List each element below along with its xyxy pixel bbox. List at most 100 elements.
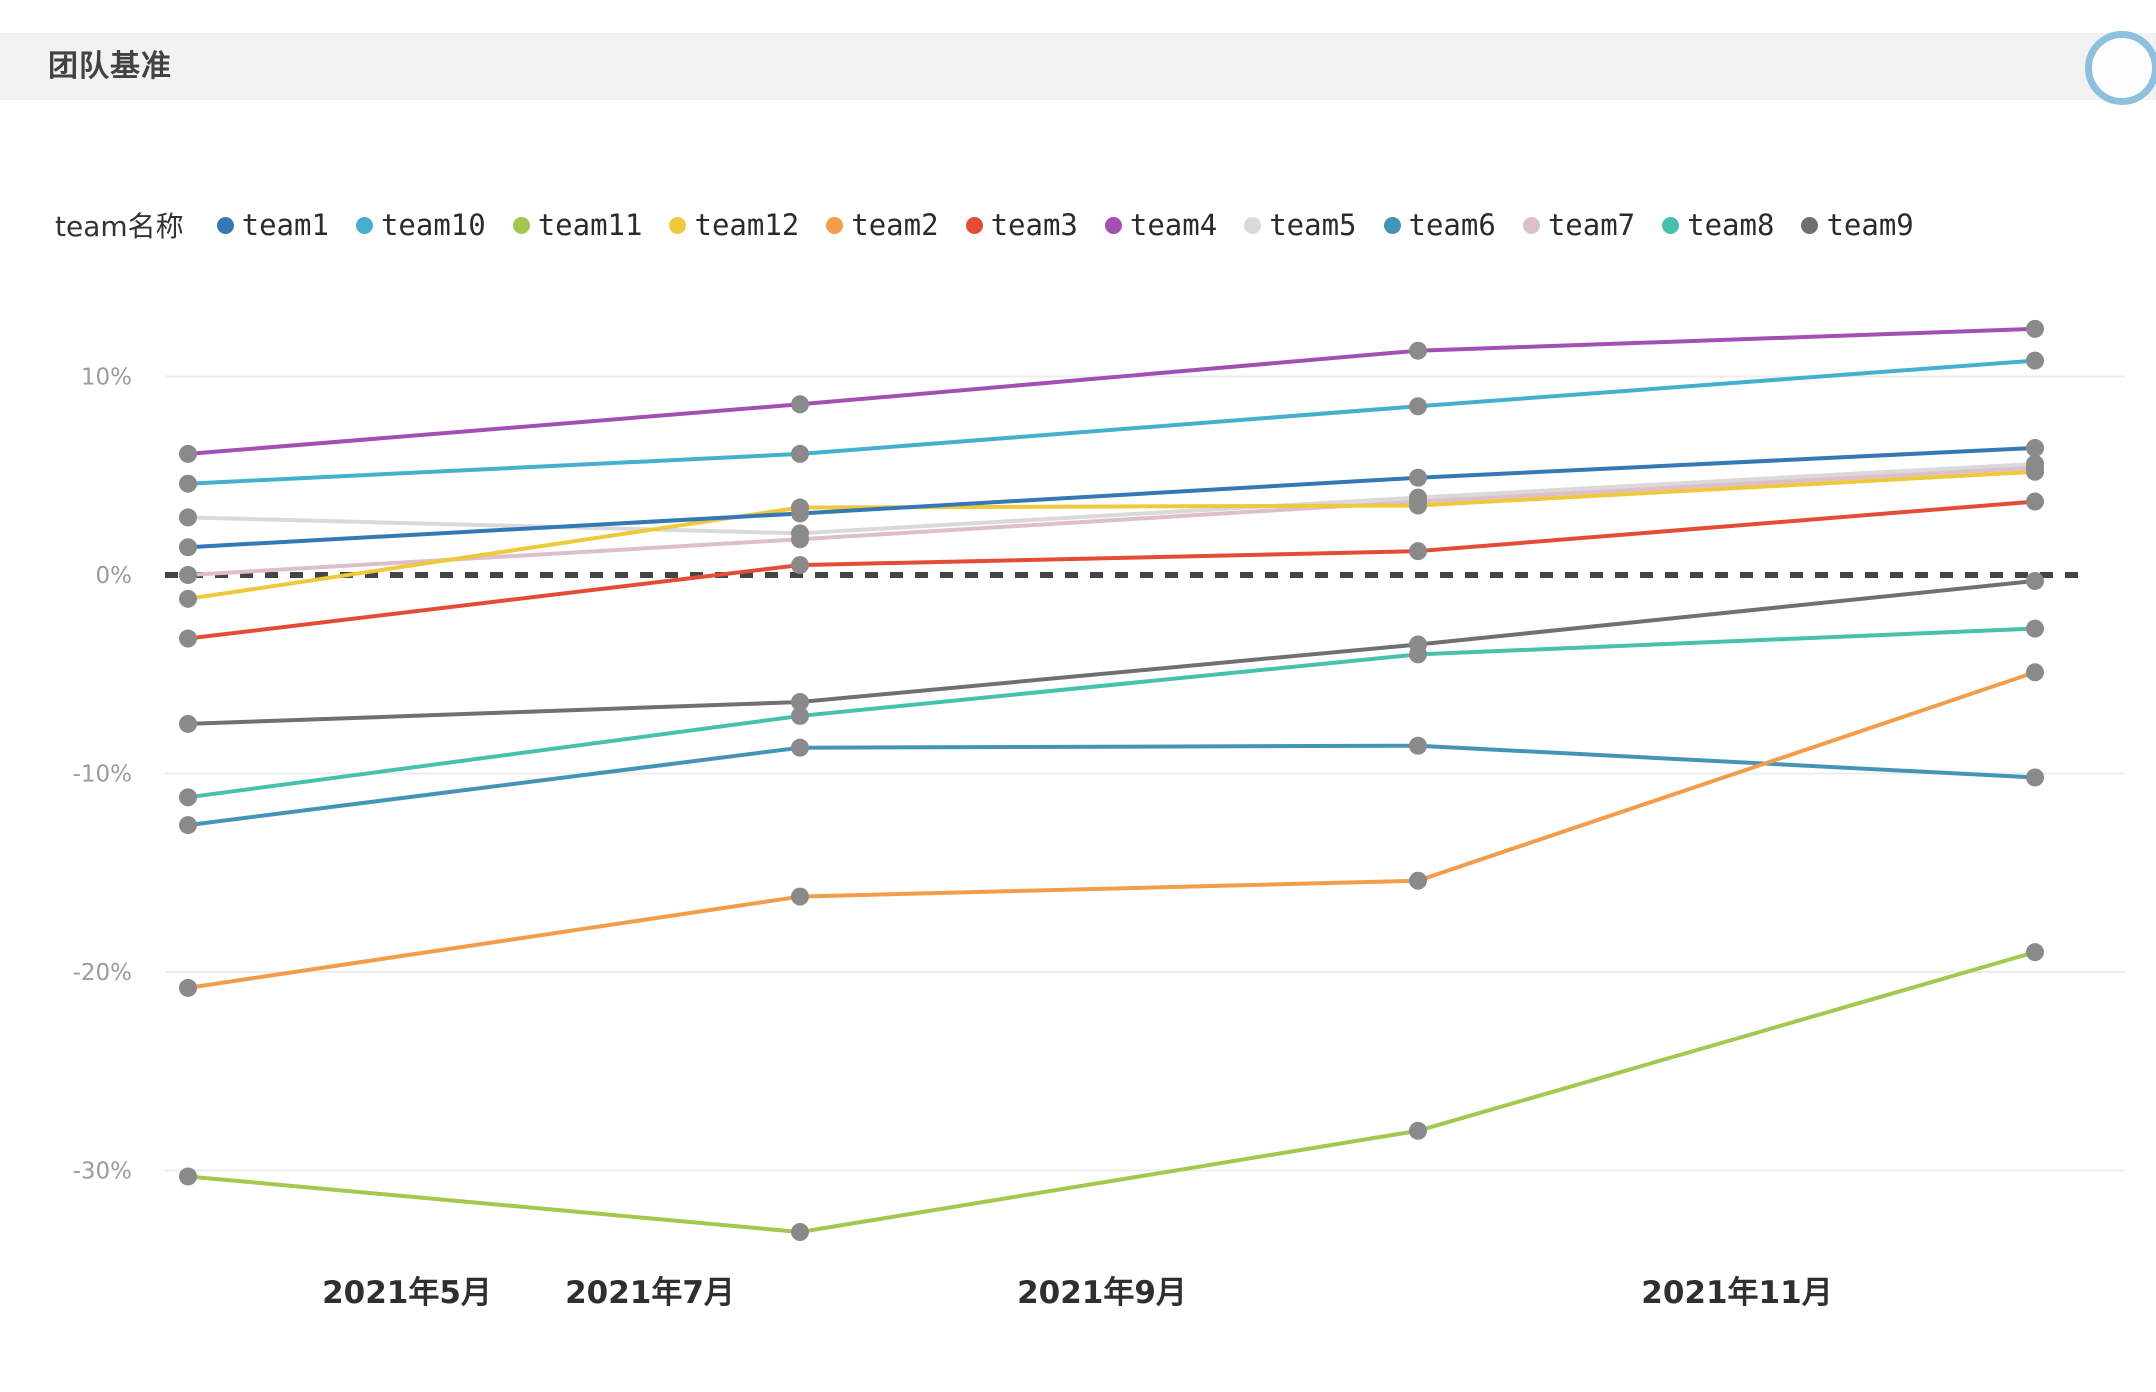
legend-title: team名称 xyxy=(55,210,184,243)
y-axis-tick-label: 10% xyxy=(81,365,132,391)
data-point-team6 xyxy=(2026,768,2044,787)
data-point-team12 xyxy=(1409,496,1427,515)
legend-dot-icon xyxy=(355,216,373,234)
legend-item-team1[interactable]: team1 xyxy=(216,208,329,242)
legend-item-team5[interactable]: team5 xyxy=(1244,208,1357,242)
data-point-team4 xyxy=(2026,319,2044,338)
data-point-team10 xyxy=(2026,351,2044,370)
data-point-team3 xyxy=(1409,542,1427,561)
x-axis-tick-label: 2021年5月 xyxy=(322,1275,492,1311)
legend-item-team9[interactable]: team9 xyxy=(1801,208,1914,242)
data-point-team11 xyxy=(179,1167,197,1186)
legend-item-label: team4 xyxy=(1129,208,1218,242)
series-line-team10 xyxy=(186,358,2037,486)
series-line-team6 xyxy=(186,743,2037,828)
data-point-team6 xyxy=(791,738,809,757)
legend-item-team3[interactable]: team3 xyxy=(965,208,1078,242)
data-point-team5 xyxy=(179,508,197,527)
data-point-team6 xyxy=(1409,736,1427,755)
data-point-team8 xyxy=(179,788,197,807)
legend-item-team6[interactable]: team6 xyxy=(1383,208,1496,242)
legend-item-label: team6 xyxy=(1408,208,1496,242)
data-point-team9 xyxy=(179,714,197,733)
data-point-team4 xyxy=(1409,341,1427,360)
data-point-team1 xyxy=(1409,468,1427,487)
series-line-team4 xyxy=(186,326,2037,456)
data-point-team8 xyxy=(2026,619,2044,638)
legend-item-label: team7 xyxy=(1547,208,1636,242)
data-point-team2 xyxy=(791,887,809,906)
chart-legend: team名称 team1 team10 team11 team12 team2 team3… xyxy=(55,205,2115,245)
data-point-team11 xyxy=(2026,943,2044,962)
legend-item-label: team2 xyxy=(851,208,939,242)
legend-dot-icon xyxy=(1244,216,1262,234)
legend-item-label: team9 xyxy=(1826,208,1914,242)
legend-item-team8[interactable]: team8 xyxy=(1662,208,1774,242)
legend-item-team12[interactable]: team12 xyxy=(669,208,799,242)
data-point-team8 xyxy=(791,706,809,725)
legend-dot-icon xyxy=(1104,216,1122,234)
x-axis-tick-label: 2021年7月 xyxy=(565,1275,735,1311)
legend-item-label: team11 xyxy=(537,208,643,242)
data-point-team7 xyxy=(179,566,197,584)
legend-dot-icon xyxy=(1522,216,1540,234)
y-axis-tick-label: -30% xyxy=(73,1159,132,1185)
legend-dot-icon xyxy=(216,216,234,234)
data-point-team6 xyxy=(179,816,197,835)
legend-dot-icon xyxy=(826,216,844,234)
data-point-team9 xyxy=(791,693,809,712)
data-point-team10 xyxy=(1409,397,1427,416)
data-point-team11 xyxy=(1409,1121,1427,1140)
legend-item-label: team5 xyxy=(1269,208,1357,242)
header-bar: 团队基准 xyxy=(0,31,2156,105)
data-point-team2 xyxy=(1409,871,1427,890)
data-point-team1 xyxy=(179,538,197,557)
legend-dot-icon xyxy=(1383,216,1401,234)
legend-item-team10[interactable]: team10 xyxy=(355,208,486,242)
data-point-team12 xyxy=(2026,462,2044,481)
legend-item-team4[interactable]: team4 xyxy=(1104,208,1218,242)
legend-item-team2[interactable]: team2 xyxy=(826,208,939,242)
legend-item-label: team10 xyxy=(380,208,486,242)
series-line-team12 xyxy=(186,469,2037,601)
data-point-team1 xyxy=(791,504,809,523)
legend-dot-icon xyxy=(512,216,530,234)
legend-dot-icon xyxy=(965,216,983,234)
data-point-team2 xyxy=(2026,663,2044,682)
legend-item-label: team12 xyxy=(694,208,800,242)
series-line-team5 xyxy=(186,461,2037,536)
y-axis-tick-label: 0% xyxy=(96,563,133,589)
data-point-team3 xyxy=(2026,492,2044,511)
legend-dot-icon xyxy=(1801,216,1819,234)
data-point-team12 xyxy=(179,589,197,608)
data-point-team2 xyxy=(179,978,197,997)
data-point-team3 xyxy=(179,629,197,648)
series-line-team9 xyxy=(186,578,2037,726)
series-line-team1 xyxy=(186,445,2037,550)
legend-item-team11[interactable]: team11 xyxy=(512,208,643,242)
data-point-team8 xyxy=(1409,645,1427,664)
legend-item-label: team1 xyxy=(241,208,329,242)
data-point-team9 xyxy=(2026,571,2044,590)
series-line-team3 xyxy=(186,499,2037,641)
legend-item-label: team3 xyxy=(990,208,1078,242)
series-line-team2 xyxy=(186,670,2037,990)
data-point-team10 xyxy=(791,444,809,463)
y-axis-tick-label: -20% xyxy=(73,960,132,986)
data-point-team11 xyxy=(791,1223,809,1242)
data-point-team4 xyxy=(791,395,809,414)
y-axis-tick-label: -10% xyxy=(73,762,132,788)
x-axis-tick-label: 2021年9月 xyxy=(1017,1275,1187,1311)
series-line-team8 xyxy=(186,626,2037,800)
spinner-icon xyxy=(2085,31,2156,105)
data-point-team3 xyxy=(791,556,809,575)
page-title: 团队基准 xyxy=(48,49,172,84)
series-line-team11 xyxy=(186,950,2037,1235)
legend-dot-icon xyxy=(669,216,687,234)
x-axis-tick-label: 2021年11月 xyxy=(1641,1275,1832,1311)
legend-item-team7[interactable]: team7 xyxy=(1522,208,1636,242)
legend-item-label: team8 xyxy=(1687,208,1775,242)
data-point-team4 xyxy=(179,444,197,463)
